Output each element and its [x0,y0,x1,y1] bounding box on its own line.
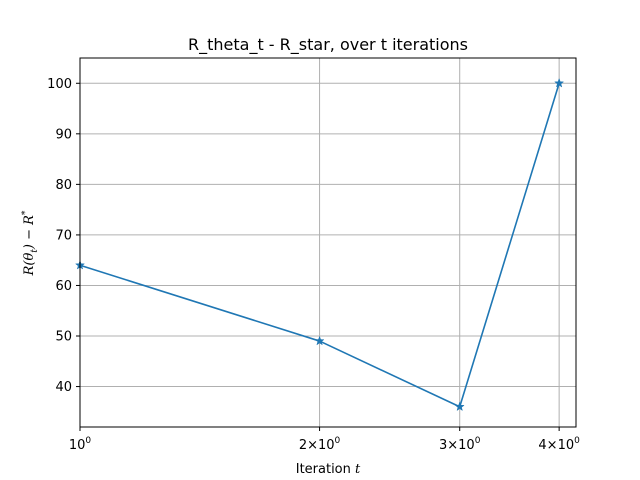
y-tick-label: 70 [55,228,72,243]
grid [80,58,576,427]
y-tick-label: 60 [55,279,72,294]
y-tick-label: 40 [55,380,72,395]
x-tick-label: 4×100 [538,436,580,453]
y-tick-label: 90 [55,127,72,142]
plot-frame [79,57,577,428]
y-tick-label: 80 [55,178,72,193]
y-tick-label: 100 [47,77,72,92]
plot-area [80,58,576,427]
x-tick-label: 100 [69,436,92,453]
data-point-star [314,335,325,346]
y-axis-ticks: 40 50 60 70 80 90 100 [47,77,80,395]
y-tick-label: 50 [55,330,72,345]
series-line [79,83,560,408]
x-axis-label: Iteration t [296,462,361,477]
x-tick-label: 3×100 [439,436,481,453]
x-axis-ticks: 100 2×100 3×100 4×100 [69,427,580,453]
y-axis-label: R(θt) − R* [21,210,40,276]
chart-title: R_theta_t - R_star, over t iterations [188,35,468,55]
data-point-star [554,77,565,88]
x-axis-label-variable: t [355,462,361,477]
x-axis-label-text: Iteration [296,462,355,477]
data-point-star [454,401,465,412]
x-tick-label: 2×100 [299,436,341,453]
